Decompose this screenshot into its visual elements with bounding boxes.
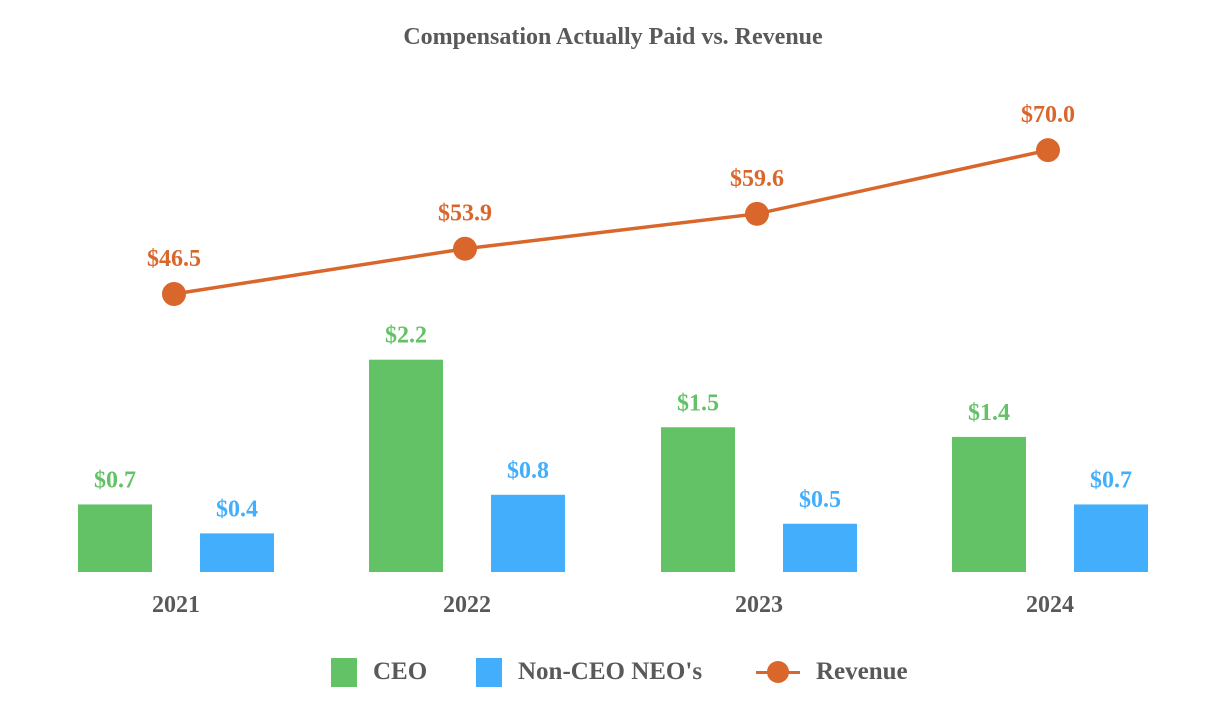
revenue-line xyxy=(173,148,1049,296)
legend-label-ceo: CEO xyxy=(373,658,428,685)
legend-swatch-non-ceo xyxy=(476,657,502,687)
x-tick-label-2022: 2022 xyxy=(443,592,491,618)
x-tick-label-2024: 2024 xyxy=(1026,592,1074,618)
x-tick-label-2021: 2021 xyxy=(152,592,200,618)
revenue-point-2024 xyxy=(1036,138,1060,163)
data-label-revenue-2022: $53.9 xyxy=(438,201,492,227)
data-label-non-ceo-2021: $0.4 xyxy=(216,496,258,522)
data-label-revenue-2023: $59.6 xyxy=(730,166,784,192)
bar-ceo-2022 xyxy=(369,359,443,572)
data-label-ceo-2022: $2.2 xyxy=(385,323,427,349)
legend-item-non-ceo[interactable]: Non-CEO NEO's xyxy=(476,652,702,692)
chart-title: Compensation Actually Paid vs. Revenue xyxy=(403,24,823,50)
data-label-ceo-2021: $0.7 xyxy=(94,467,136,493)
chart-legend: CEO Non-CEO NEO's Revenue xyxy=(0,652,1226,692)
data-label-ceo-2024: $1.4 xyxy=(968,400,1010,426)
revenue-point-2022 xyxy=(453,236,477,261)
revenue-point-2023 xyxy=(745,201,769,226)
data-label-revenue-2021: $46.5 xyxy=(147,246,201,272)
bar-non-ceo-2022 xyxy=(491,494,565,572)
bar-non-ceo-2023 xyxy=(783,523,857,572)
bar-ceo-2021 xyxy=(78,504,152,572)
bar-ceo-2023 xyxy=(661,427,735,572)
bar-non-ceo-2021 xyxy=(200,533,274,572)
data-label-ceo-2023: $1.5 xyxy=(677,390,719,416)
legend-label-non-ceo: Non-CEO NEO's xyxy=(518,658,703,685)
legend-swatch-ceo xyxy=(331,657,357,687)
data-label-revenue-2024: $70.0 xyxy=(1021,102,1075,128)
legend-label-revenue: Revenue xyxy=(816,658,908,685)
x-tick-label-2023: 2023 xyxy=(735,592,783,618)
data-label-non-ceo-2022: $0.8 xyxy=(507,458,549,484)
legend-swatch-revenue xyxy=(756,658,800,687)
legend-item-ceo[interactable]: CEO xyxy=(331,652,427,692)
revenue-point-2021 xyxy=(162,282,186,306)
data-label-non-ceo-2023: $0.5 xyxy=(799,487,841,513)
legend-item-revenue[interactable]: Revenue xyxy=(756,652,908,692)
bar-non-ceo-2024 xyxy=(1074,504,1148,572)
data-label-non-ceo-2024: $0.7 xyxy=(1090,467,1132,493)
bar-ceo-2024 xyxy=(952,436,1026,572)
